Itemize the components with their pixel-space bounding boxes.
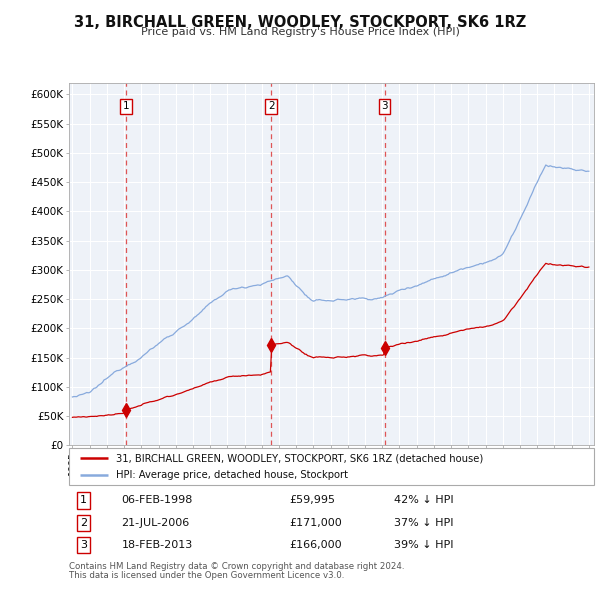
Text: 1: 1 (122, 101, 129, 111)
Text: This data is licensed under the Open Government Licence v3.0.: This data is licensed under the Open Gov… (69, 571, 344, 580)
Text: 06-FEB-1998: 06-FEB-1998 (121, 496, 193, 506)
Text: HPI: Average price, detached house, Stockport: HPI: Average price, detached house, Stoc… (116, 470, 348, 480)
Text: Contains HM Land Registry data © Crown copyright and database right 2024.: Contains HM Land Registry data © Crown c… (69, 562, 404, 571)
Text: 31, BIRCHALL GREEN, WOODLEY, STOCKPORT, SK6 1RZ (detached house): 31, BIRCHALL GREEN, WOODLEY, STOCKPORT, … (116, 453, 484, 463)
Text: 31, BIRCHALL GREEN, WOODLEY, STOCKPORT, SK6 1RZ: 31, BIRCHALL GREEN, WOODLEY, STOCKPORT, … (74, 15, 526, 30)
Text: £171,000: £171,000 (290, 518, 342, 527)
Text: 37% ↓ HPI: 37% ↓ HPI (395, 518, 454, 527)
Text: 2: 2 (268, 101, 275, 111)
Text: 3: 3 (80, 540, 87, 550)
Text: 2: 2 (80, 518, 87, 527)
Text: £166,000: £166,000 (290, 540, 342, 550)
Text: 1: 1 (80, 496, 87, 506)
Text: 39% ↓ HPI: 39% ↓ HPI (395, 540, 454, 550)
Text: £59,995: £59,995 (290, 496, 335, 506)
Text: 21-JUL-2006: 21-JUL-2006 (121, 518, 190, 527)
Text: Price paid vs. HM Land Registry's House Price Index (HPI): Price paid vs. HM Land Registry's House … (140, 27, 460, 37)
Text: 18-FEB-2013: 18-FEB-2013 (121, 540, 193, 550)
Text: 42% ↓ HPI: 42% ↓ HPI (395, 496, 454, 506)
Text: 3: 3 (381, 101, 388, 111)
